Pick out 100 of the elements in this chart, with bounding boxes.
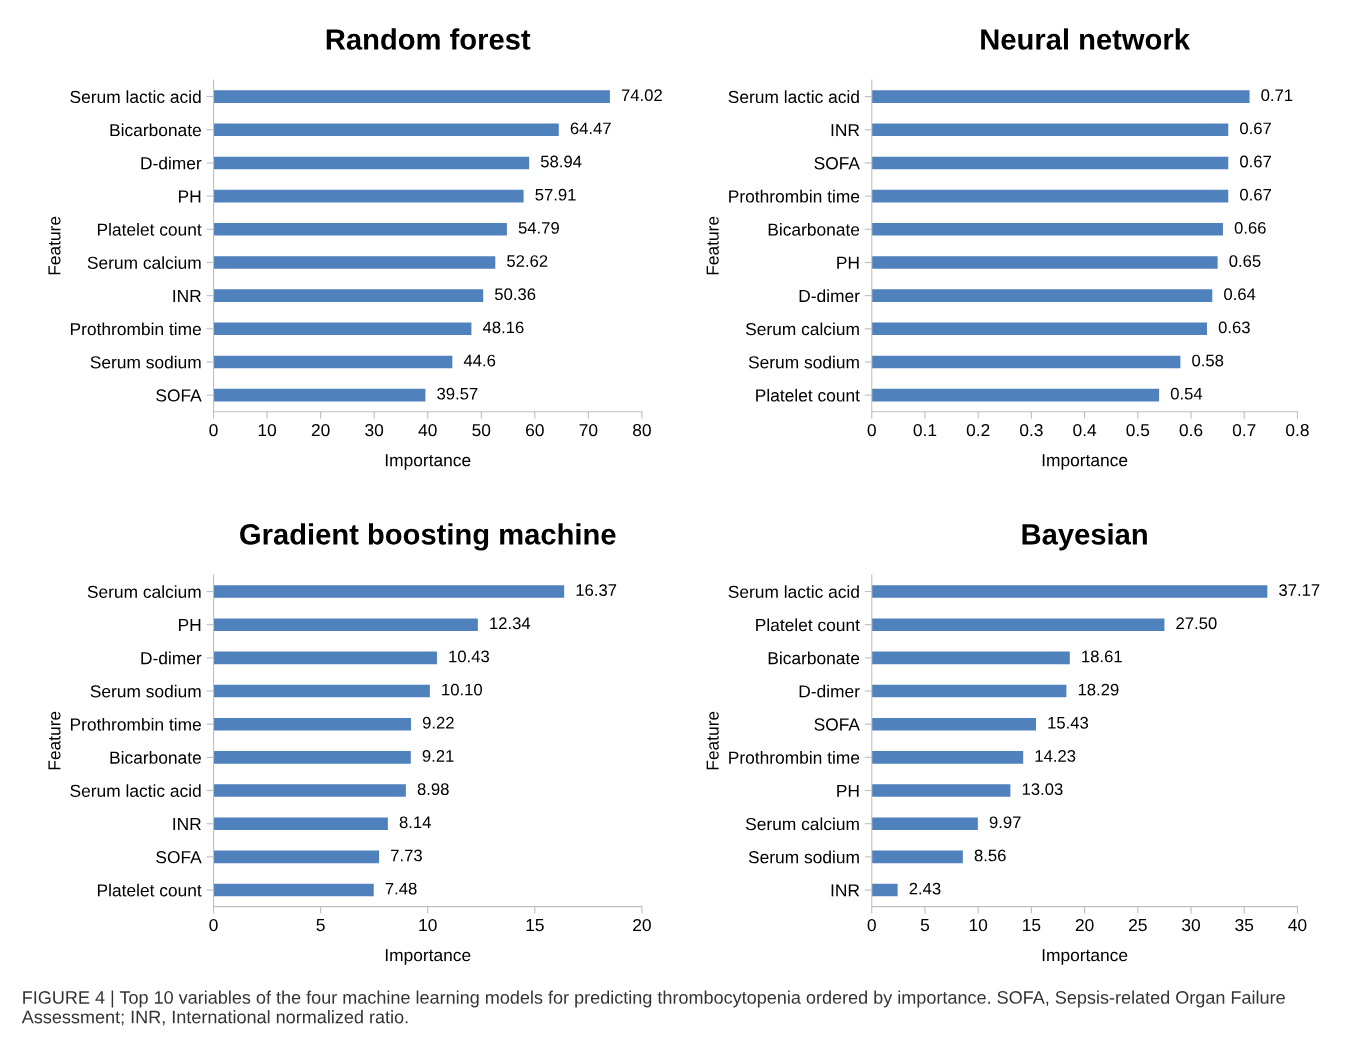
y-tick-label: Serum calcium <box>87 256 201 269</box>
data-label: 0.66 <box>1234 221 1266 234</box>
y-tick-label: D-dimer <box>141 651 202 665</box>
x-axis-title: Importance <box>1042 949 1128 965</box>
x-tick-label: 0.6 <box>1179 423 1203 437</box>
bar <box>871 123 1229 137</box>
y-tick-label: SOFA <box>156 851 202 864</box>
y-tick-label: Bicarbonate <box>768 651 860 665</box>
bar <box>213 784 406 797</box>
data-label: 54.79 <box>518 221 559 234</box>
y-tick-label: Serum lactic acid <box>728 90 859 104</box>
data-label: 58.94 <box>540 155 582 168</box>
data-label: 0.67 <box>1240 122 1271 135</box>
y-tick-label: D-dimer <box>799 289 860 303</box>
data-label: 0.67 <box>1240 188 1271 201</box>
y-tick-label: SOFA <box>156 389 202 402</box>
x-tick-label: 30 <box>365 423 384 437</box>
y-tick-label: INR <box>173 289 201 302</box>
y-tick-label: Bicarbonate <box>110 751 201 764</box>
chart-title: Neural network <box>981 28 1190 50</box>
bar <box>871 618 1165 631</box>
y-tick-label: D-dimer <box>799 684 860 698</box>
data-label: 18.61 <box>1082 650 1122 663</box>
x-tick-label: 0 <box>867 423 876 437</box>
data-label: 15.43 <box>1048 716 1089 729</box>
bar <box>871 189 1229 203</box>
x-tick-label: 35 <box>1235 918 1254 932</box>
bar <box>213 256 496 269</box>
y-tick-label: SOFA <box>814 157 860 170</box>
data-label: 39.57 <box>437 387 478 400</box>
data-label: 27.50 <box>1176 617 1217 630</box>
data-label: 48.16 <box>482 321 524 334</box>
x-tick-label: 40 <box>1288 918 1307 932</box>
bar <box>871 90 1250 103</box>
data-label: 9.21 <box>422 750 454 762</box>
bar <box>213 289 484 302</box>
data-label: 44.6 <box>463 354 496 367</box>
y-tick-label: SOFA <box>814 718 860 731</box>
data-label: 8.14 <box>399 816 431 829</box>
y-axis-title: Feature <box>48 711 61 770</box>
x-tick-label: 0.2 <box>966 423 990 437</box>
y-tick-label: Serum lactic acid <box>70 784 201 797</box>
bar <box>871 751 1024 764</box>
x-tick-label: 60 <box>526 423 544 437</box>
x-tick-label: 5 <box>316 919 325 932</box>
y-tick-label: INR <box>831 124 860 137</box>
y-tick-label: Serum sodium <box>748 355 859 369</box>
bar <box>213 651 437 665</box>
data-label: 8.56 <box>974 849 1006 862</box>
data-label: 2.43 <box>909 882 941 895</box>
chart-title: Random forest <box>326 28 531 50</box>
bar <box>871 256 1218 269</box>
data-label: 7.48 <box>385 882 417 895</box>
y-tick-label: Platelet count <box>756 388 860 402</box>
data-label: 0.64 <box>1224 288 1256 301</box>
bar <box>213 817 388 831</box>
data-label: 0.71 <box>1261 89 1293 102</box>
y-tick-label: PH <box>179 619 201 631</box>
data-label: 64.47 <box>570 122 611 135</box>
x-tick-label: 30 <box>1182 918 1200 932</box>
y-axis-title: Feature <box>706 216 719 275</box>
bar <box>213 222 507 236</box>
data-label: 10.43 <box>449 650 490 663</box>
y-tick-label: Prothrombin time <box>70 322 201 336</box>
x-tick-label: 0.4 <box>1073 423 1097 437</box>
data-label: 13.03 <box>1022 783 1063 796</box>
data-label: 52.62 <box>507 255 548 267</box>
bar <box>871 388 1160 402</box>
bar <box>213 585 565 598</box>
data-label: 7.73 <box>391 849 422 862</box>
x-tick-label: 0 <box>209 918 218 932</box>
bar <box>213 751 411 764</box>
y-tick-label: Serum sodium <box>90 355 201 369</box>
y-tick-label: Serum calcium <box>745 322 859 336</box>
bar <box>871 651 1070 665</box>
bar <box>871 850 963 864</box>
bar <box>213 388 426 402</box>
x-axis-title: Importance <box>385 949 471 965</box>
y-tick-label: Serum lactic acid <box>728 585 859 598</box>
y-tick-label: Serum sodium <box>748 850 859 864</box>
y-tick-label: INR <box>831 884 860 897</box>
chart-title: Bayesian <box>1022 523 1147 551</box>
y-tick-label: Serum sodium <box>90 684 201 698</box>
x-tick-label: 0.1 <box>913 423 937 437</box>
x-tick-label: 0 <box>867 918 876 932</box>
y-tick-label: PH <box>837 784 859 797</box>
data-label: 0.65 <box>1229 255 1261 267</box>
data-label: 16.37 <box>576 584 617 596</box>
x-tick-label: 5 <box>920 919 930 932</box>
x-axis-title: Importance <box>1042 454 1128 470</box>
y-tick-label: PH <box>837 256 859 269</box>
y-tick-label: PH <box>179 190 201 203</box>
data-label: 37.17 <box>1279 584 1320 596</box>
data-label: 0.58 <box>1192 354 1224 367</box>
bar <box>213 684 430 698</box>
y-tick-label: Prothrombin time <box>729 189 860 203</box>
bar <box>871 717 1036 731</box>
bar <box>871 684 1067 698</box>
y-tick-label: Prothrombin time <box>70 717 201 731</box>
y-axis-title: Feature <box>48 216 61 275</box>
